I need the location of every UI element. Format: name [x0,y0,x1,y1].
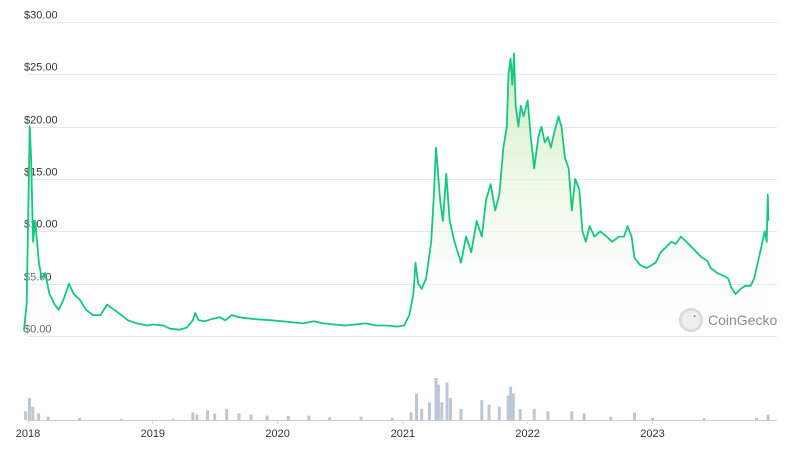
volume-bar [497,406,501,420]
volume-bar [445,382,449,420]
y-tick-label: $30.00 [24,10,58,22]
volume-bar [480,400,484,420]
volume-bar [448,397,452,420]
volume-bar [632,412,636,420]
volume-bar [409,412,413,420]
gridlines [28,22,777,337]
volume-bar [359,416,363,420]
volume-bar [119,418,123,420]
volume-bar [286,416,290,420]
coingecko-watermark: CoinGecko [679,308,777,332]
x-tick-label: 2019 [141,428,165,440]
volume-bar [307,415,311,420]
volume-bar [755,417,758,420]
volume-bar [24,411,28,420]
volume-bar [31,406,35,420]
volume-bar [440,402,444,420]
volume-bar [420,408,424,420]
x-tick-label: 2022 [515,428,539,440]
volume-bar [546,411,550,420]
y-tick-label: $25.00 [24,62,58,74]
volume-bar [249,414,253,420]
volume-bar [702,418,706,420]
volume-bar [609,416,613,420]
volume-bar [766,414,770,420]
volume-bar [195,414,199,420]
volume-bar [459,408,463,420]
volume-bar [191,412,195,420]
volume-bar [27,397,31,420]
x-tick-label: 2018 [16,428,40,440]
watermark-text: CoinGecko [708,312,777,328]
x-tick-label: 2023 [640,428,664,440]
volume-bar [487,404,491,420]
coingecko-logo-icon [679,308,703,332]
volume-bar [434,378,438,420]
volume-bar [506,395,510,420]
volume-bar [532,408,536,420]
y-tick-label: $20.00 [24,115,58,127]
volume-bar [237,413,241,420]
volume-bar [213,413,217,420]
volume-bar [46,416,50,420]
volume-bar [428,402,431,420]
price-line [23,52,770,331]
x-tick-label: 2021 [391,428,415,440]
volume-bar [206,410,210,420]
volume-bar [582,413,586,420]
price-area-fill [23,53,769,337]
volume-bar [509,386,513,420]
volume-bar [390,417,394,420]
volume-bar [511,393,515,420]
volume-bar [328,417,332,420]
volume-bar [265,415,269,420]
volume-bar [37,413,41,420]
volume-bar [436,384,440,420]
volume-bars [24,378,770,420]
x-tick-label: 2020 [265,428,289,440]
volume-bar [171,418,175,420]
volume-bar [518,408,522,420]
volume-bar [78,417,82,420]
volume-bar [225,408,229,420]
volume-bar [415,393,418,420]
x-axis-tick-labels: 2018 2019 2020 2021 2022 2023 [16,420,665,440]
volume-bar [651,417,654,420]
volume-bar [570,411,574,420]
